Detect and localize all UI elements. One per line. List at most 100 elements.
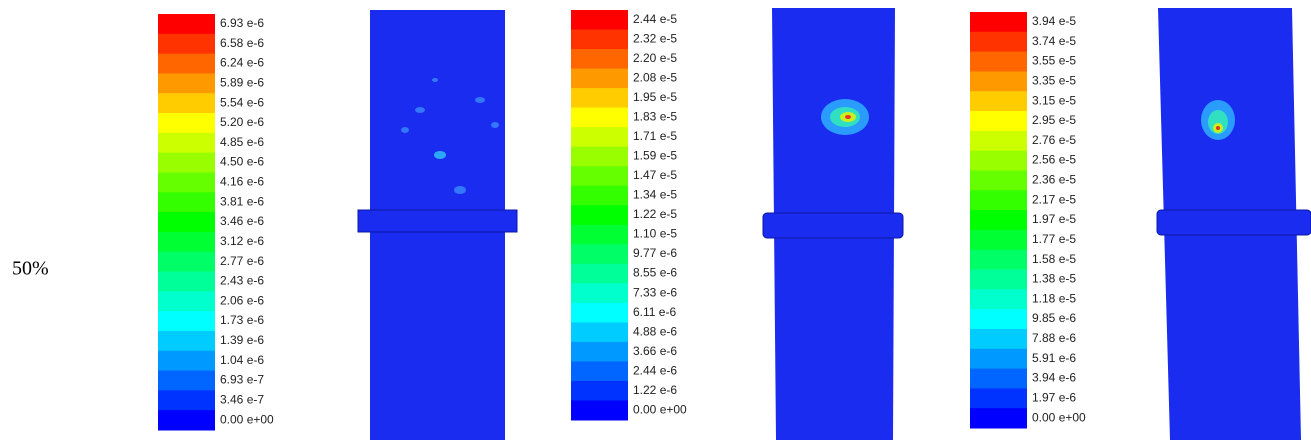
colorbar-band <box>158 271 215 292</box>
colorbar-band <box>158 73 215 94</box>
colorbar-band <box>970 91 1027 112</box>
colorbar-label: 2.56 e-5 <box>1032 153 1076 167</box>
cylinder-3 <box>1156 8 1311 440</box>
colorbar-label: 3.66 e-6 <box>633 344 677 358</box>
colorbar-band <box>571 205 628 226</box>
colorbar-label: 3.94 e-5 <box>1032 14 1076 28</box>
colorbar-label: 1.95 e-5 <box>633 90 677 104</box>
colorbar-label: 2.06 e-6 <box>220 293 264 307</box>
colorbar-band <box>158 192 215 213</box>
colorbar-band <box>970 12 1027 33</box>
colorbar-label: 3.81 e-6 <box>220 194 264 208</box>
colorbar-label: 7.88 e-6 <box>1032 331 1076 345</box>
colorbar-band <box>571 380 628 401</box>
colorbar-band <box>158 311 215 332</box>
colorbar-band <box>158 113 215 134</box>
colorbar-band <box>158 132 215 154</box>
colorbar-band <box>571 341 628 362</box>
colorbar-label: 1.38 e-5 <box>1032 272 1076 286</box>
colorbar-band <box>571 283 628 304</box>
colorbar-band <box>970 190 1027 211</box>
colorbar-label: 2.77 e-6 <box>220 254 264 268</box>
colorbar-label: 2.44 e-5 <box>633 12 677 26</box>
colorbar-band <box>970 229 1027 251</box>
colorbar-band <box>970 249 1027 271</box>
colorbar-label: 9.85 e-6 <box>1032 311 1076 325</box>
colorbar-label: 2.32 e-5 <box>633 31 677 45</box>
colorbar-label: 1.22 e-5 <box>633 207 677 221</box>
colorbar-band <box>970 51 1027 72</box>
colorbar-band <box>571 127 628 148</box>
colorbar-label: 6.11 e-6 <box>633 305 676 319</box>
colorbar-label: 9.77 e-6 <box>633 246 677 260</box>
colorbar-label: 5.89 e-6 <box>220 76 264 90</box>
colorbar-label: 1.97 e-6 <box>1032 390 1076 404</box>
colorbar-label: 5.54 e-6 <box>220 95 264 109</box>
colorbar-band <box>970 289 1027 310</box>
colorbar-label: 1.97 e-5 <box>1032 212 1076 226</box>
colorbar-label: 1.04 e-6 <box>220 353 264 367</box>
colorbar-label: 5.20 e-6 <box>220 115 264 129</box>
colorbar-label: 3.12 e-6 <box>220 234 264 248</box>
colorbar-label: 6.93 e-7 <box>220 373 264 387</box>
colorbar-label: 3.94 e-6 <box>1032 371 1076 385</box>
colorbar-label: 2.36 e-5 <box>1032 173 1076 187</box>
colorbar-band <box>158 291 215 312</box>
colorbar-band <box>970 111 1027 132</box>
colorbar-band <box>158 53 215 74</box>
colorbar-label: 1.83 e-5 <box>633 110 677 124</box>
colorbar-band <box>571 263 628 284</box>
colorbar-label: 2.95 e-5 <box>1032 113 1076 127</box>
colorbar-band <box>571 185 628 206</box>
colorbar-band <box>571 107 628 128</box>
colorbar-label: 8.55 e-6 <box>633 266 677 280</box>
colorbar-label: 1.18 e-5 <box>1032 291 1076 305</box>
colorbar-band <box>158 14 215 35</box>
colorbar-band <box>571 29 628 50</box>
colorbar-label: 4.16 e-6 <box>220 175 264 189</box>
colorbar-label: 4.50 e-6 <box>220 155 264 169</box>
colorbar-band <box>970 269 1027 290</box>
colorbar-label: 6.24 e-6 <box>220 56 264 70</box>
colorbar-label: 2.44 e-6 <box>633 363 677 377</box>
colorbar-band <box>571 361 628 382</box>
colorbar-band <box>158 251 215 273</box>
colorbar-label: 1.58 e-5 <box>1032 252 1076 266</box>
colorbar-band <box>571 10 628 31</box>
colorbar-band <box>158 172 215 193</box>
colorbar-band <box>158 231 215 253</box>
colorbar-band <box>571 68 628 89</box>
colorbar-label: 2.17 e-5 <box>1032 192 1076 206</box>
colorbar-band <box>571 244 628 265</box>
colorbar-label: 6.93 e-6 <box>220 16 264 30</box>
colorbar-label: 2.08 e-5 <box>633 71 677 85</box>
colorbar-band <box>158 370 215 391</box>
colorbar-band <box>571 166 628 187</box>
colorbar-band <box>571 224 628 245</box>
colorbar-label: 1.34 e-5 <box>633 188 677 202</box>
colorbar-band <box>158 212 215 233</box>
colorbar-label: 2.76 e-5 <box>1032 133 1076 147</box>
cylinder-2 <box>762 8 904 440</box>
colorbar-label: 0.00 e+00 <box>220 412 274 426</box>
colorbar-band <box>158 152 215 173</box>
colorbar-label: 1.71 e-5 <box>633 129 677 143</box>
colorbar-band <box>571 146 628 167</box>
colorbar-band <box>158 410 215 431</box>
colorbar-band <box>970 408 1027 429</box>
colorbar-label: 4.85 e-6 <box>220 135 264 149</box>
colorbar-label: 7.33 e-6 <box>633 285 677 299</box>
colorbar-band <box>571 302 628 323</box>
colorbar-label: 1.77 e-5 <box>1032 232 1076 246</box>
colorbar-band <box>571 88 628 109</box>
colorbar-band <box>571 322 628 343</box>
colorbar-band <box>158 330 215 352</box>
colorbar-label: 1.73 e-6 <box>220 313 264 327</box>
colorbar-band <box>970 328 1027 350</box>
colorbar-band <box>970 388 1027 409</box>
cylinder-1 <box>357 10 518 440</box>
colorbar-label: 2.43 e-6 <box>220 274 264 288</box>
colorbar-band <box>158 33 215 55</box>
colorbar-label: 3.46 e-6 <box>220 214 264 228</box>
